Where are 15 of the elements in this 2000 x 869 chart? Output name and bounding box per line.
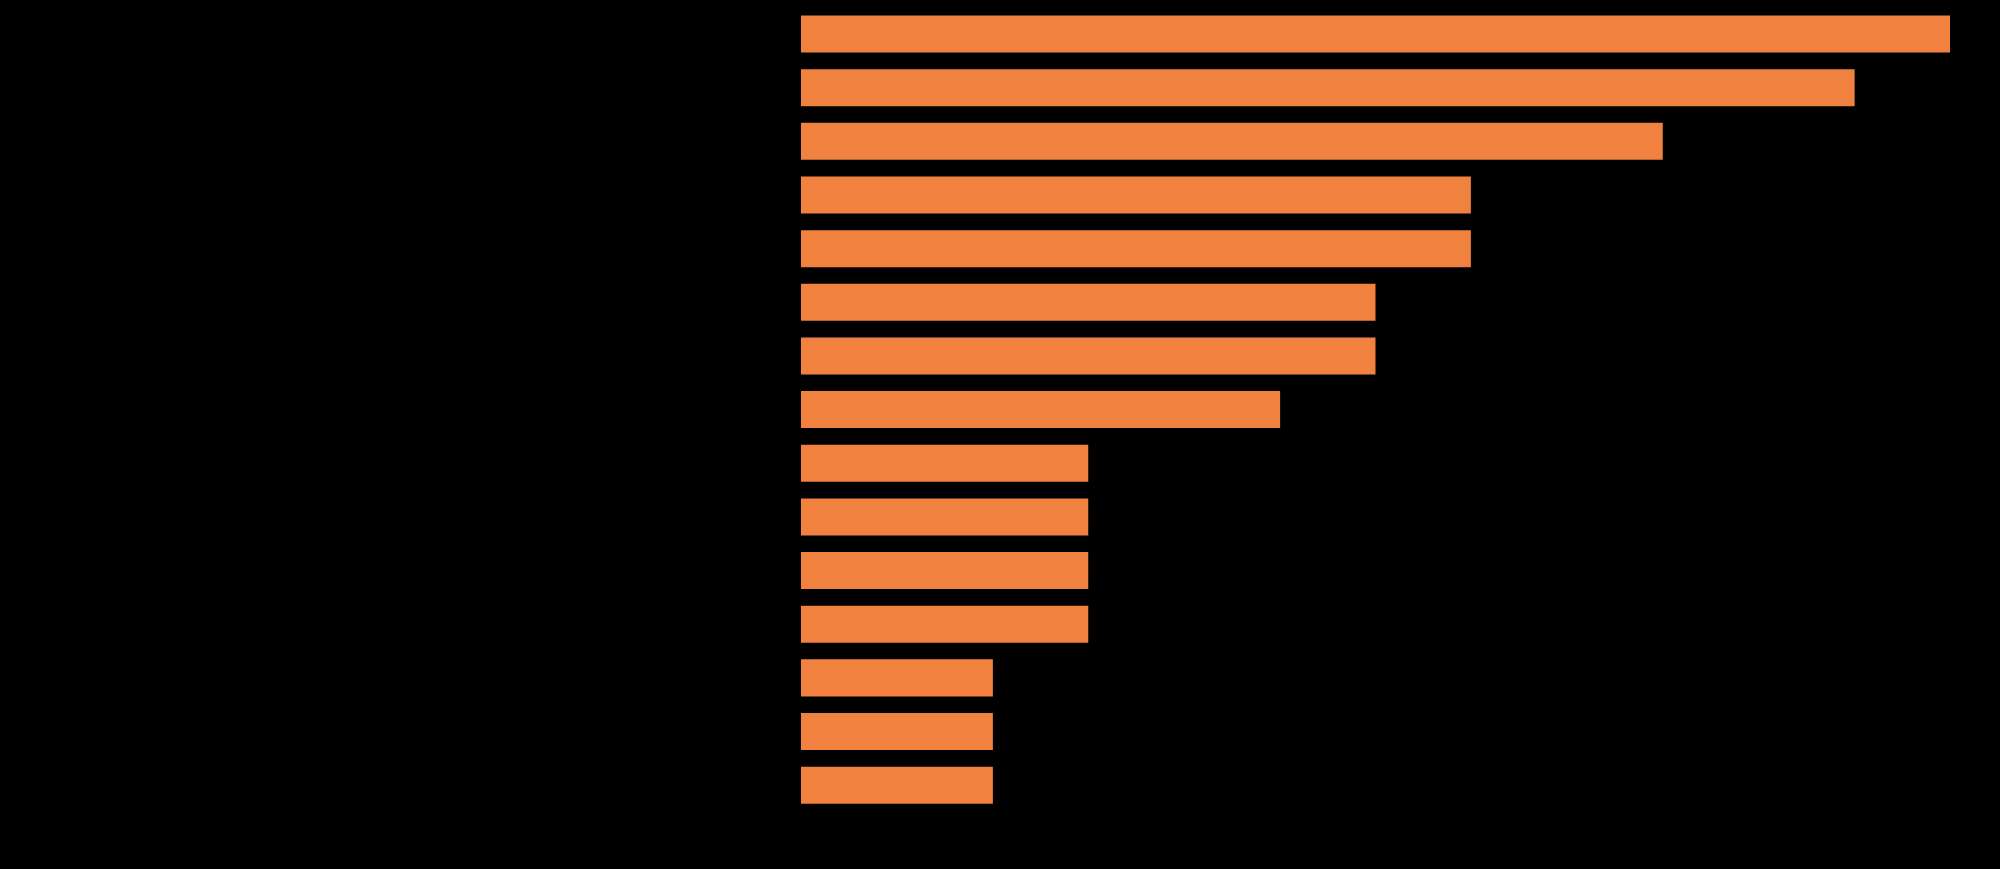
- bar: [801, 230, 1471, 268]
- bar: [801, 498, 1089, 536]
- bar: [801, 122, 1663, 160]
- bar: [801, 444, 1089, 482]
- bar: [801, 713, 993, 751]
- bar: [801, 766, 993, 804]
- bar: [801, 283, 1376, 321]
- bar: [801, 176, 1471, 214]
- bar: [801, 391, 1281, 429]
- bar: [801, 659, 993, 697]
- bar: [801, 69, 1855, 107]
- bar: [801, 552, 1089, 590]
- bar: [801, 605, 1089, 643]
- bar: [801, 15, 1950, 53]
- bar: [801, 337, 1376, 375]
